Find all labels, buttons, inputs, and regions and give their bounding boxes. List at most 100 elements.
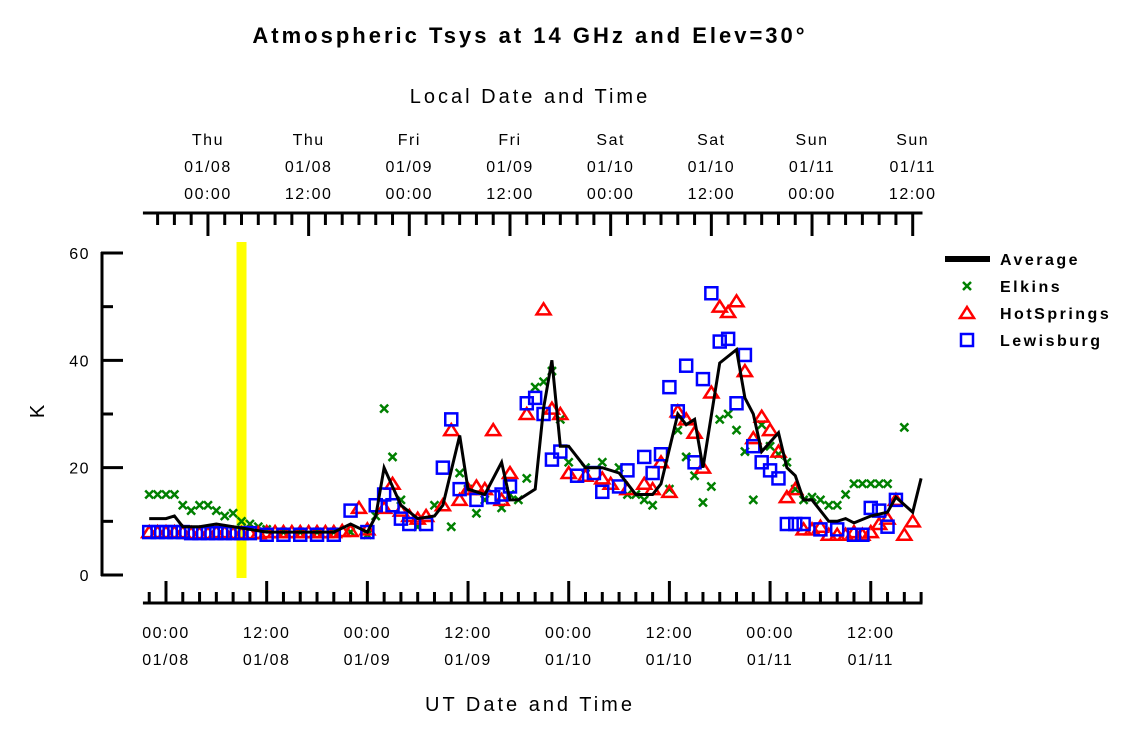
elkins-point bbox=[882, 478, 893, 489]
top-tick-label: 01/11 bbox=[890, 159, 936, 176]
bottom-tick-label: 01/08 bbox=[142, 652, 190, 669]
y-tick-label: 40 bbox=[69, 353, 90, 370]
bottom-tick-label: 12:00 bbox=[444, 625, 492, 642]
elkins-point bbox=[647, 500, 658, 511]
lewisburg-point bbox=[695, 371, 711, 387]
top-tick-label: 00:00 bbox=[587, 186, 635, 203]
legend-line-swatch bbox=[945, 256, 990, 262]
highlight-band bbox=[236, 242, 247, 578]
top-tick-label: 01/08 bbox=[184, 159, 232, 176]
hotsprings-point bbox=[811, 518, 830, 533]
hotsprings-point bbox=[433, 496, 453, 512]
bottom-tick-label: 00:00 bbox=[545, 625, 593, 642]
top-tick-label: Thu bbox=[293, 132, 325, 149]
top-tick-label: Fri bbox=[398, 132, 421, 149]
series-hotsprings bbox=[139, 292, 922, 541]
top-tick-label: 12:00 bbox=[486, 186, 534, 203]
legend-triangle-icon bbox=[957, 304, 977, 320]
lewisburg-point bbox=[771, 471, 786, 486]
lewisburg-point bbox=[527, 390, 543, 406]
lewisburg-point bbox=[200, 525, 216, 541]
bottom-tick-label: 01/11 bbox=[848, 652, 894, 669]
lewisburg-point bbox=[788, 516, 803, 532]
bottom-tick-label: 00:00 bbox=[746, 625, 794, 642]
lewisburg-point bbox=[636, 449, 652, 465]
hotsprings-point bbox=[651, 453, 671, 469]
bottom-tick-label: 12:00 bbox=[847, 625, 895, 642]
elkins-point bbox=[203, 500, 213, 511]
hotsprings-point bbox=[450, 491, 469, 507]
lewisburg-point bbox=[276, 527, 291, 542]
hotsprings-point bbox=[634, 475, 654, 491]
elkins-point bbox=[815, 494, 826, 505]
y-tick-label: 20 bbox=[69, 461, 90, 478]
lewisburg-point bbox=[737, 347, 753, 363]
top-tick-label: 00:00 bbox=[386, 186, 434, 203]
top-tick-label: 01/10 bbox=[587, 159, 635, 176]
elkins-point bbox=[379, 403, 390, 414]
elkins-point bbox=[186, 505, 197, 516]
legend-label: Lewisburg bbox=[1000, 333, 1103, 350]
top-tick-label: 00:00 bbox=[184, 186, 232, 203]
lewisburg-point bbox=[662, 379, 677, 395]
top-tick-label: 00:00 bbox=[788, 186, 836, 203]
bottom-tick-label: 00:00 bbox=[344, 625, 392, 642]
elkins-point bbox=[698, 497, 708, 508]
lewisburg-point bbox=[343, 503, 358, 518]
top-tick-label: Sat bbox=[596, 132, 625, 149]
hotsprings-point bbox=[685, 424, 704, 440]
elkins-point bbox=[177, 500, 188, 511]
bottom-tick-label: 01/09 bbox=[344, 652, 392, 669]
elkins-point bbox=[823, 500, 834, 511]
bottom-tick-label: 12:00 bbox=[243, 625, 291, 642]
lewisburg-point bbox=[217, 525, 232, 541]
elkins-point bbox=[874, 478, 885, 489]
hotsprings-point bbox=[341, 522, 360, 538]
elkins-point bbox=[446, 521, 457, 532]
lewisburg-point bbox=[259, 527, 274, 542]
elkins-point bbox=[840, 489, 851, 500]
hotsprings-point bbox=[777, 488, 797, 504]
y-tick-label: 0 bbox=[80, 568, 90, 585]
lewisburg-point bbox=[829, 522, 845, 537]
hotsprings-point bbox=[744, 429, 763, 445]
bottom-tick-label: 01/08 bbox=[243, 652, 291, 669]
lewisburg-point bbox=[762, 463, 778, 478]
series-elkins bbox=[144, 366, 910, 540]
elkins-point bbox=[714, 414, 725, 425]
lewisburg-point bbox=[141, 524, 157, 540]
lewisburg-point bbox=[309, 527, 325, 542]
top-tick-label: 01/08 bbox=[285, 159, 333, 176]
bottom-tick-label: 01/09 bbox=[444, 652, 492, 669]
lewisburg-point bbox=[158, 524, 174, 540]
lewisburg-point bbox=[620, 463, 635, 478]
elkins-point bbox=[639, 494, 650, 505]
elkins-point bbox=[865, 478, 876, 489]
hotsprings-point bbox=[534, 301, 553, 316]
top-tick-label: 12:00 bbox=[285, 186, 333, 203]
lewisburg-point bbox=[326, 527, 342, 542]
elkins-point bbox=[748, 494, 759, 505]
lewisburg-point bbox=[502, 479, 518, 494]
elkins-point bbox=[387, 452, 398, 462]
y-tick-label: 60 bbox=[69, 246, 90, 263]
hotsprings-point bbox=[878, 510, 897, 525]
axes: 0 20 40 60 00:00 01/08 12:00 01/08 00:00 01/09 12:… bbox=[69, 132, 936, 669]
lewisburg-point bbox=[469, 492, 484, 508]
top-tick-label: Sun bbox=[796, 132, 829, 149]
lewisburg-point bbox=[796, 516, 811, 532]
elkins-point bbox=[597, 457, 608, 468]
legend-square-icon bbox=[959, 332, 975, 348]
legend-item-hotsprings: HotSprings bbox=[957, 304, 1109, 323]
lewisburg-point bbox=[720, 331, 736, 347]
lewisburg-point bbox=[544, 452, 560, 467]
lewisburg-point bbox=[855, 527, 870, 542]
top-tick-label: Sat bbox=[697, 132, 726, 149]
legend-item-lewisburg: Lewisburg bbox=[959, 332, 1103, 350]
elkins-point bbox=[731, 425, 742, 435]
lewisburg-point bbox=[645, 465, 660, 481]
hotsprings-point bbox=[441, 421, 461, 437]
hotsprings-point bbox=[483, 421, 503, 437]
lewisburg-point bbox=[871, 503, 887, 518]
